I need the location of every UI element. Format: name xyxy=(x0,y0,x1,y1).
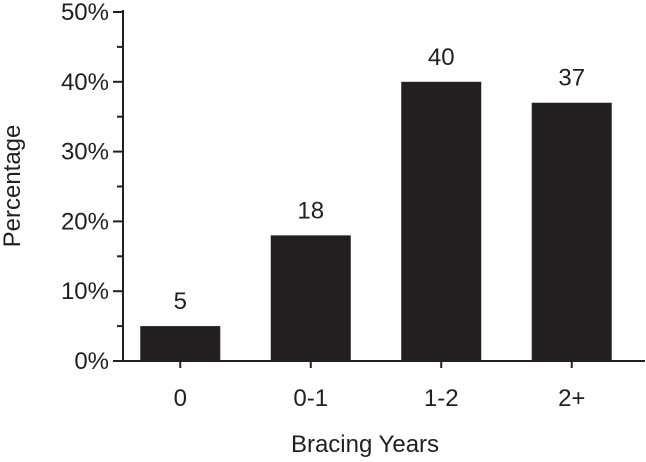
bar-value-label: 5 xyxy=(174,288,187,315)
bar xyxy=(270,235,351,361)
bar xyxy=(401,81,482,362)
x-tick-label: 0 xyxy=(174,385,187,412)
x-axis-title: Bracing Years xyxy=(291,431,439,458)
bar-value-label: 37 xyxy=(558,65,585,92)
y-axis-title: Percentage xyxy=(0,125,26,248)
bar xyxy=(140,326,221,361)
bar xyxy=(531,102,612,362)
y-tick-label: 40% xyxy=(61,69,109,96)
bar-value-label: 18 xyxy=(297,197,324,224)
y-tick-label: 10% xyxy=(61,278,109,305)
y-tick-label: 50% xyxy=(61,0,109,26)
y-tick-label: 0% xyxy=(74,348,109,375)
x-tick-label: 1-2 xyxy=(424,385,459,412)
y-tick-label: 30% xyxy=(61,139,109,166)
bars xyxy=(140,81,612,362)
x-tick-label: 2+ xyxy=(558,385,585,412)
data-labels: 5 18 40 37 xyxy=(174,44,586,315)
x-axis: 0 0-1 1-2 2+ xyxy=(122,360,645,412)
y-tick-label: 20% xyxy=(61,208,109,235)
bar-value-label: 40 xyxy=(428,44,455,71)
x-tick-label: 0-1 xyxy=(293,385,328,412)
y-axis: 0% 10% 20% 30% 40% 50% xyxy=(61,0,124,375)
